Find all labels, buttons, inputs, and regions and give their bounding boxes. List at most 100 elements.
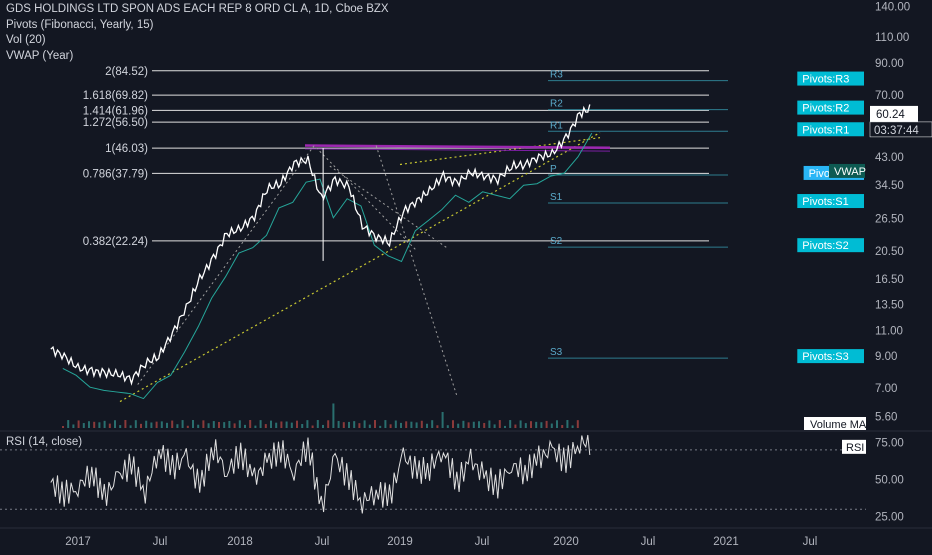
time-axis-tick: Jul [475, 536, 490, 548]
volume-bar [155, 421, 158, 428]
price-axis-tick: 70.00 [875, 90, 904, 102]
volume-bar [270, 420, 272, 428]
trend-line [119, 132, 601, 403]
rsi-axis-tick: 75.00 [875, 437, 904, 449]
volume-bar [535, 421, 538, 428]
volume-bar [290, 422, 293, 428]
volume-bar [514, 424, 517, 428]
volume-bar [108, 423, 111, 428]
volume-bar [264, 424, 267, 428]
pivot-tag [797, 194, 864, 209]
volume-bar [530, 421, 532, 428]
pivot-tag [797, 71, 864, 86]
volume-bar [561, 425, 564, 428]
time-axis-tick: Jul [803, 536, 818, 548]
volume-bar [88, 421, 90, 428]
pivot-tag-label: Pivots:S2 [802, 240, 848, 252]
rsi-series [50, 434, 591, 514]
volume-bar [550, 423, 553, 428]
volume-bar [478, 421, 480, 428]
volume-bar [218, 421, 220, 428]
last-price-label: 60.24 [876, 109, 905, 121]
volume-bar [93, 421, 96, 428]
rsi-legend[interactable]: RSI (14, close) [6, 436, 83, 448]
rsi-axis-tick: 50.00 [875, 475, 904, 487]
volume-bar [316, 420, 319, 428]
resistance-band [304, 144, 611, 149]
volume-bar [233, 423, 236, 428]
volume-bar [483, 422, 486, 428]
vwap-tag [829, 163, 865, 178]
volume-bar [150, 422, 153, 428]
vol-legend[interactable]: Vol (20) [6, 34, 46, 46]
volume-bar [452, 420, 454, 428]
pivots-legend[interactable]: Pivots (Fibonacci, Yearly, 15) [6, 18, 154, 31]
volume-bar [285, 421, 288, 428]
fib-level-label: 0.382(22.24) [83, 236, 148, 248]
time-axis-tick: Jul [153, 536, 168, 548]
symbol-title[interactable]: GDS HOLDINGS LTD SPON ADS EACH REP 8 ORD… [6, 3, 389, 15]
price-axis-tick: 140.00 [875, 1, 910, 13]
volume-bar [103, 420, 106, 428]
volume-bar [337, 420, 340, 428]
pivot-name: R2 [550, 99, 563, 110]
volume-bar [374, 420, 376, 428]
pivot-tag-label: Pivots:S1 [802, 196, 848, 208]
time-axis-tick: 2017 [65, 536, 91, 548]
countdown-label: 03:37:44 [874, 125, 919, 137]
volume-ma-label: Volume MA [810, 419, 867, 431]
fib-extension-leg [329, 165, 448, 249]
volume-bar [462, 420, 465, 428]
resistance-band-lower [304, 148, 611, 152]
pivot-tag-label: Pivots:R3 [802, 74, 849, 86]
volume-bar [405, 421, 408, 428]
pivot-name: S2 [550, 236, 563, 247]
fib-level-label: 1(46.03) [105, 143, 148, 155]
fib-level-label: 0.786(37.79) [83, 168, 148, 180]
volume-bar [545, 420, 548, 428]
volume-bar [129, 425, 132, 428]
volume-bar [77, 420, 80, 428]
time-axis-tick: 2018 [227, 536, 253, 548]
volume-bar [181, 420, 184, 428]
volume-bar [72, 424, 75, 428]
price-axis-tick: 20.50 [875, 246, 904, 258]
volume-bar [519, 420, 522, 428]
pivot-tag-label: Pivots:S3 [802, 351, 848, 363]
volume-bar [62, 426, 64, 428]
time-axis-tick: 2020 [553, 536, 579, 548]
volume-bar [436, 425, 439, 428]
volume-bar [493, 424, 496, 428]
pivot-tag-label: Pivots:R2 [802, 103, 849, 115]
rsi-tag [842, 439, 866, 454]
volume-bar [145, 420, 148, 428]
fib-level-label: 1.618(69.82) [83, 90, 148, 102]
volume-bar [244, 424, 246, 428]
price-axis-tick: 5.60 [875, 412, 897, 424]
volume-bar [540, 422, 543, 428]
pivot-tag [797, 122, 864, 137]
volume-bar [166, 422, 168, 428]
price-axis-tick: 7.00 [875, 383, 897, 395]
rsi-tag-label: RSI [846, 442, 864, 454]
volume-bar [197, 424, 200, 428]
price-axis-tick: 110.00 [875, 32, 909, 44]
chart-legend: GDS HOLDINGS LTD SPON ADS EACH REP 8 ORD… [6, 2, 389, 64]
volume-bar [394, 420, 397, 428]
volume-bar [571, 425, 574, 428]
volume-bar [114, 420, 116, 428]
time-axis-tick: Jul [641, 536, 656, 548]
vwap-legend[interactable]: VWAP (Year) [6, 49, 74, 62]
vwap-tag-label: VWAP [834, 166, 866, 178]
volume-bar [415, 422, 418, 428]
pivot-tag [797, 100, 864, 115]
volume-bar [280, 421, 283, 428]
volume-bar [379, 425, 382, 428]
volume-bar [358, 423, 361, 428]
volume-bar [223, 422, 226, 428]
volume-bar [410, 421, 413, 428]
pivot-name: S1 [550, 192, 563, 203]
volume-bar [322, 424, 324, 428]
